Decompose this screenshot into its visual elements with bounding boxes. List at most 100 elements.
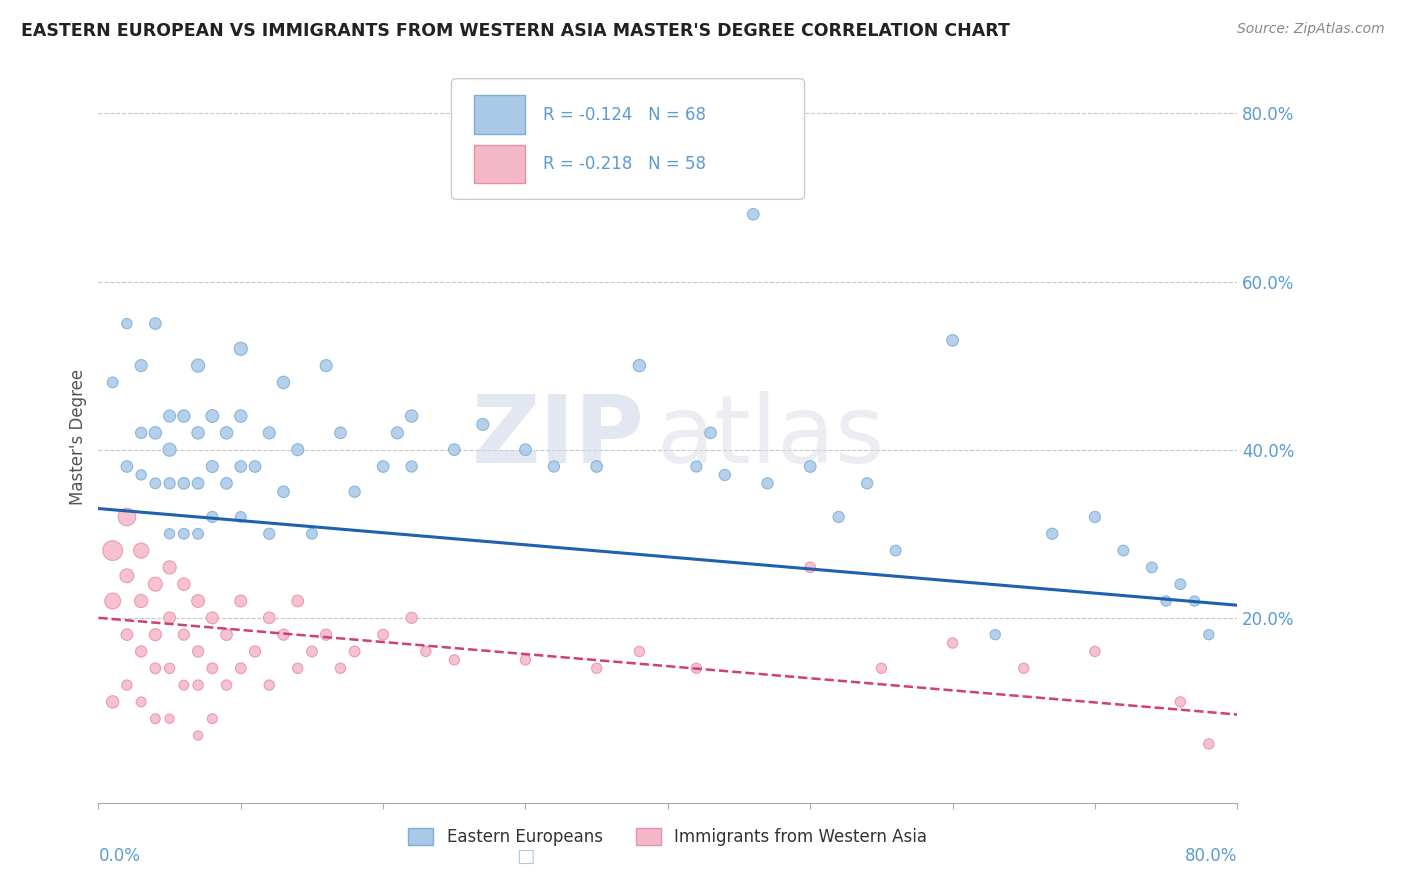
Point <box>201 611 224 625</box>
Point <box>585 661 607 675</box>
Point <box>942 334 965 348</box>
Point <box>115 459 138 474</box>
Point <box>115 510 138 524</box>
Point <box>115 317 138 331</box>
Point <box>585 459 607 474</box>
Point <box>329 661 352 675</box>
Point <box>173 476 195 491</box>
FancyBboxPatch shape <box>451 78 804 200</box>
Point <box>187 678 209 692</box>
Point <box>685 459 707 474</box>
Point <box>145 425 167 440</box>
Point <box>129 644 152 658</box>
Point <box>145 476 167 491</box>
FancyBboxPatch shape <box>474 95 526 134</box>
Text: □: □ <box>516 847 534 866</box>
Point <box>301 526 323 541</box>
Text: 80.0%: 80.0% <box>1185 847 1237 864</box>
Point <box>856 476 879 491</box>
Point <box>401 459 423 474</box>
Point <box>273 484 295 499</box>
Point <box>401 409 423 423</box>
Point <box>201 661 224 675</box>
Point <box>1184 594 1206 608</box>
Legend: Eastern Europeans, Immigrants from Western Asia: Eastern Europeans, Immigrants from Weste… <box>402 822 934 853</box>
Point <box>884 543 907 558</box>
Point <box>159 712 181 726</box>
Y-axis label: Master's Degree: Master's Degree <box>69 369 87 505</box>
Point <box>215 678 238 692</box>
Point <box>115 627 138 641</box>
Point <box>471 417 494 432</box>
Point <box>129 467 152 482</box>
Point <box>187 425 209 440</box>
Point <box>259 425 281 440</box>
Point <box>315 627 337 641</box>
Point <box>145 317 167 331</box>
Point <box>543 459 565 474</box>
Point <box>259 526 281 541</box>
Point <box>273 376 295 390</box>
Point <box>699 425 721 440</box>
Point <box>870 661 893 675</box>
Point <box>145 627 167 641</box>
Point <box>201 712 224 726</box>
Point <box>1170 695 1192 709</box>
Point <box>159 661 181 675</box>
Point <box>173 577 195 591</box>
Point <box>173 409 195 423</box>
Point <box>129 594 152 608</box>
Point <box>343 484 366 499</box>
FancyBboxPatch shape <box>474 145 526 183</box>
Text: atlas: atlas <box>657 391 884 483</box>
Point <box>315 359 337 373</box>
Point <box>215 476 238 491</box>
Point <box>828 510 851 524</box>
Point <box>215 425 238 440</box>
Point <box>443 442 465 457</box>
Point <box>1040 526 1063 541</box>
Point <box>756 476 779 491</box>
Point <box>343 644 366 658</box>
Point <box>714 467 737 482</box>
Point <box>287 594 309 608</box>
Point <box>401 611 423 625</box>
Point <box>159 526 181 541</box>
Point <box>229 510 252 524</box>
Text: EASTERN EUROPEAN VS IMMIGRANTS FROM WESTERN ASIA MASTER'S DEGREE CORRELATION CHA: EASTERN EUROPEAN VS IMMIGRANTS FROM WEST… <box>21 22 1010 40</box>
Point <box>287 661 309 675</box>
Point <box>201 510 224 524</box>
Point <box>387 425 409 440</box>
Point <box>1012 661 1035 675</box>
Point <box>1154 594 1177 608</box>
Point <box>742 207 765 221</box>
Point <box>215 627 238 641</box>
Point <box>159 442 181 457</box>
Point <box>799 459 821 474</box>
Point <box>101 695 124 709</box>
Point <box>373 627 395 641</box>
Point <box>187 729 209 743</box>
Point <box>1084 510 1107 524</box>
Point <box>229 459 252 474</box>
Point <box>259 678 281 692</box>
Point <box>515 442 537 457</box>
Point <box>187 359 209 373</box>
Text: R = -0.218   N = 58: R = -0.218 N = 58 <box>543 154 706 172</box>
Point <box>159 476 181 491</box>
Point <box>129 359 152 373</box>
Point <box>229 661 252 675</box>
Point <box>187 526 209 541</box>
Point <box>515 653 537 667</box>
Point <box>173 678 195 692</box>
Point <box>287 442 309 457</box>
Point <box>685 661 707 675</box>
Point <box>243 459 266 474</box>
Point <box>1112 543 1135 558</box>
Point <box>173 526 195 541</box>
Point <box>1198 627 1220 641</box>
Point <box>373 459 395 474</box>
Point <box>259 611 281 625</box>
Point <box>145 712 167 726</box>
Text: ZIP: ZIP <box>472 391 645 483</box>
